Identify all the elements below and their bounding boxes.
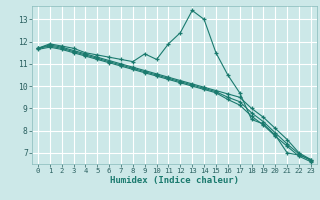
X-axis label: Humidex (Indice chaleur): Humidex (Indice chaleur) bbox=[110, 176, 239, 185]
